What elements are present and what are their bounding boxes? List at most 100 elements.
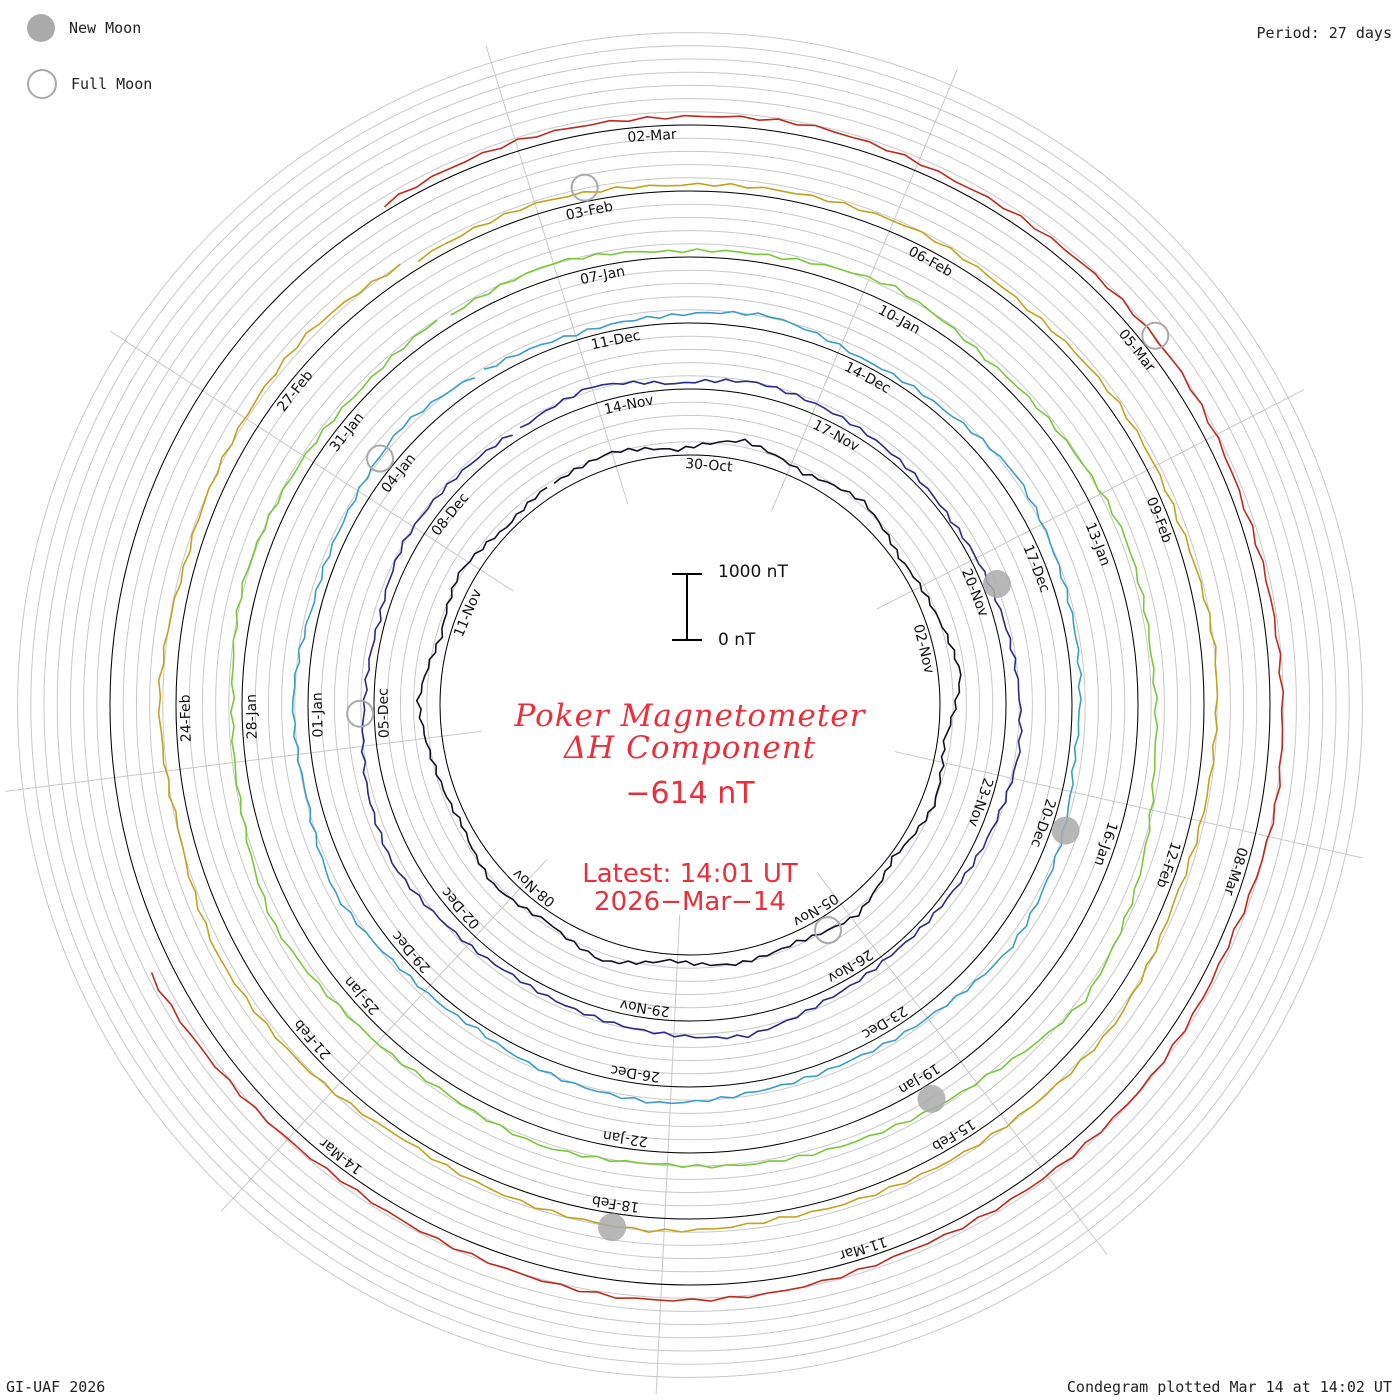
scale-bar <box>672 573 702 641</box>
date-label: 14-Dec <box>842 359 894 397</box>
moon-layer <box>346 173 1170 1242</box>
grid-circle <box>83 98 1297 1312</box>
date-label: 27-Feb <box>274 368 316 415</box>
trace-line-6 <box>150 114 1285 1302</box>
latest-time: Latest: 14:01 UT 2026−Mar−14 <box>490 860 890 916</box>
date-label: 28-Jan <box>244 694 261 740</box>
date-label: 17-Dec <box>1020 542 1053 594</box>
legend-new-moon: New Moon <box>27 14 141 42</box>
grid-circle <box>43 58 1337 1352</box>
grid-circle <box>135 150 1245 1260</box>
title-line-2: ΔH Component <box>563 730 817 766</box>
scale-bottom-label: 0 nT <box>718 630 756 650</box>
grid-spoke <box>770 68 958 512</box>
grid-circle <box>162 177 1218 1233</box>
baseline-circle <box>307 322 1073 1088</box>
plotted-text: Condegram plotted Mar 14 at 14:02 UT <box>1066 1378 1392 1396</box>
date-label: 02-Mar <box>627 127 677 146</box>
date-label: 26-Dec <box>609 1061 661 1084</box>
grid-circle <box>96 111 1284 1299</box>
full-moon-icon <box>27 69 57 99</box>
baseline-circle <box>373 388 1007 1022</box>
grid-circle <box>122 137 1258 1273</box>
full-moon-marker <box>346 699 375 728</box>
new-moon-label: New Moon <box>69 19 142 37</box>
date-label: 18-Feb <box>591 1192 641 1215</box>
grid-circle <box>215 230 1165 1180</box>
title-line-1: Poker Magnetometer <box>514 698 866 734</box>
grid-spoke <box>894 751 1363 859</box>
trace-line-1 <box>415 438 962 967</box>
legend-full-moon: Full Moon <box>27 69 152 99</box>
date-label: 14-Mar <box>317 1134 366 1177</box>
full-moon-label: Full Moon <box>71 75 153 93</box>
full-moon-marker <box>570 173 599 202</box>
grid-circle <box>254 269 1126 1141</box>
period-text: Period: 27 days <box>1256 24 1392 42</box>
new-moon-marker <box>1051 816 1080 845</box>
new-moon-marker <box>983 569 1012 598</box>
date-label: 06-Feb <box>906 244 956 281</box>
trace-line-5 <box>157 182 1219 1234</box>
date-label: 22-Jan <box>602 1127 649 1150</box>
grid-circle <box>360 375 1020 1035</box>
date-label: 30-Oct <box>685 456 734 476</box>
full-moon-marker <box>813 916 842 945</box>
grid-circle <box>149 164 1231 1246</box>
grid-circle <box>399 414 981 996</box>
current-value: −614 nT <box>625 776 755 811</box>
date-label: 24-Feb <box>178 694 195 742</box>
date-label: 14-Nov <box>603 392 655 418</box>
grid-circle <box>413 428 967 982</box>
grid-spoke <box>5 730 482 792</box>
date-label: 02-Nov <box>910 623 937 676</box>
grid-circle <box>333 348 1047 1062</box>
grid-spoke <box>655 914 681 1395</box>
date-label: 11-Nov <box>451 587 485 640</box>
grid-circle <box>267 282 1113 1128</box>
grid-circle <box>426 441 954 969</box>
trace-line-3 <box>291 310 1083 1105</box>
grid-circle <box>201 216 1179 1194</box>
baseline-circle <box>109 124 1271 1286</box>
grid-circle <box>17 32 1363 1378</box>
date-label: 17-Nov <box>810 417 862 455</box>
date-label: 11-Dec <box>590 328 642 354</box>
grid-circle <box>69 84 1311 1326</box>
date-label: 10-Jan <box>875 302 922 338</box>
date-label: 07-Jan <box>579 263 627 288</box>
baseline-circle <box>175 190 1205 1220</box>
grid-spoke <box>109 330 514 592</box>
grid-circle <box>386 401 994 1009</box>
new-moon-icon <box>27 14 55 42</box>
grid-circle <box>56 71 1324 1339</box>
scale-top-label: 1000 nT <box>718 562 788 582</box>
date-label: 21-Feb <box>291 1016 335 1062</box>
new-moon-marker <box>598 1213 627 1242</box>
trace-line-2 <box>360 378 1023 1040</box>
latest-line-1: Latest: 14:01 UT <box>582 859 798 889</box>
date-label: 29-Nov <box>619 996 671 1019</box>
date-label: 03-Feb <box>564 199 614 224</box>
grid-spoke <box>876 389 1304 610</box>
latest-line-2: 2026−Mar−14 <box>594 887 786 917</box>
trace-layer <box>150 114 1285 1302</box>
date-label: 01-Jan <box>310 692 327 738</box>
grid-circle <box>281 296 1099 1114</box>
grid-layer <box>5 32 1363 1395</box>
credit-text: GI-UAF 2026 <box>6 1378 106 1396</box>
chart-title: Poker Magnetometer ΔH Component <box>440 700 940 764</box>
grid-spoke <box>220 858 548 1212</box>
new-moon-marker <box>917 1084 946 1113</box>
date-label: 05-Dec <box>375 688 392 738</box>
grid-circle <box>294 309 1086 1101</box>
baseline-circle <box>439 454 941 956</box>
grid-spoke <box>816 871 1108 1255</box>
grid-spoke <box>485 45 629 505</box>
grid-circle <box>320 335 1060 1075</box>
grid-circle <box>188 203 1192 1207</box>
full-moon-marker <box>1141 321 1170 350</box>
grid-circle <box>30 45 1350 1365</box>
baseline-circle <box>241 256 1139 1154</box>
